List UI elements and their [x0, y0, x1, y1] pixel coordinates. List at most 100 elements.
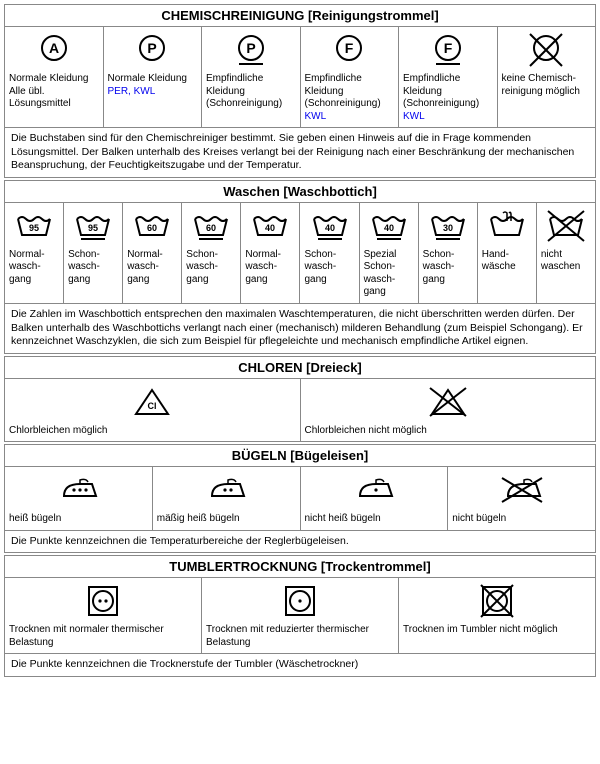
chlor-cell: Cl Chlorbleichen möglich: [5, 379, 301, 442]
section-title: CHEMISCHREINIGUNG [Reinigungstrommel]: [5, 5, 595, 27]
section-title: Waschen [Waschbottich]: [5, 181, 595, 203]
svg-text:95: 95: [29, 223, 39, 233]
wash-cell: 40 Spezial Schon-wasch-gang: [360, 203, 419, 303]
iron-label: nicht bügeln: [452, 513, 591, 526]
iron-cell: nicht bügeln: [448, 467, 595, 530]
chem-row: A Normale KleidungAlle übl. Lösungsmittel…: [5, 27, 595, 128]
iron-label: nicht heiß bügeln: [305, 513, 444, 526]
wash-label: Normal-wasch-gang: [245, 249, 295, 287]
wash-label: Normal-wasch-gang: [127, 249, 177, 287]
chem-cell: P Normale KleidungPER, KWL: [104, 27, 203, 127]
svg-text:95: 95: [88, 223, 98, 233]
chem-label: Empfindliche Kleidung(Schonreinigung): [206, 73, 296, 111]
triangle-icon: Cl: [132, 383, 172, 421]
wash-label: Schon-wasch-gang: [423, 249, 473, 287]
chem-label: Normale KleidungPER, KWL: [108, 73, 198, 98]
chlor-label: Chlorbleichen möglich: [9, 425, 296, 438]
section-tumble: TUMBLERTROCKNUNG [Trockentrommel] Trockn…: [4, 555, 596, 677]
wash-cell: 40 Normal-wasch-gang: [241, 203, 300, 303]
tumble-note: Die Punkte kennzeichnen die Trocknerstuf…: [5, 654, 595, 676]
chem-label: Normale KleidungAlle übl. Lösungsmittel: [9, 73, 99, 111]
chem-cell: P Empfindliche Kleidung(Schonreinigung): [202, 27, 301, 127]
chem-cell: FEmpfindliche Kleidung(Schonreinigung)KW…: [301, 27, 400, 127]
wash-cell: nicht waschen: [537, 203, 595, 303]
iron-label: heiß bügeln: [9, 513, 148, 526]
tumble-cell: Trocknen mit reduzierter thermischer Bel…: [202, 578, 399, 653]
wash-label: Schon-wasch-gang: [304, 249, 354, 287]
wash-icon: [546, 207, 586, 245]
wash-cell: 95Schon-wasch-gang: [64, 203, 123, 303]
wash-note: Die Zahlen im Waschbottich entsprechen d…: [5, 304, 595, 353]
iron-icon: [352, 471, 396, 509]
tumble-icon: [282, 582, 318, 620]
chem-cell: keine Chemisch-reinigung möglich: [498, 27, 596, 127]
chem-note: Die Buchstaben sind für den Chemischrein…: [5, 128, 595, 177]
wash-icon: 95: [73, 207, 113, 245]
section-iron: BÜGELN [Bügeleisen] heiß bügeln mäßig hei…: [4, 444, 596, 553]
wash-row: 95Normal-wasch-gang95Schon-wasch-gang60N…: [5, 203, 595, 304]
iron-label: mäßig heiß bügeln: [157, 513, 296, 526]
svg-text:30: 30: [443, 223, 453, 233]
chem-icon: A: [36, 31, 72, 69]
tumble-icon: [85, 582, 121, 620]
section-chem: CHEMISCHREINIGUNG [Reinigungstrommel] A N…: [4, 4, 596, 178]
wash-cell: 95 Normal-wasch-gang: [5, 203, 64, 303]
svg-text:P: P: [148, 40, 157, 56]
triangle-icon: [428, 383, 468, 421]
iron-icon: [500, 471, 544, 509]
svg-text:P: P: [246, 40, 255, 56]
wash-cell: 30 Schon-wasch-gang: [419, 203, 478, 303]
iron-icon: [204, 471, 248, 509]
iron-icon: [56, 471, 100, 509]
wash-icon: 30: [428, 207, 468, 245]
wash-icon: 60: [132, 207, 172, 245]
iron-row: heiß bügeln mäßig heiß bügeln nicht heiß b…: [5, 467, 595, 531]
chem-cell: F Empfindliche Kleidung(Schonreinigung)KW…: [399, 27, 498, 127]
svg-text:A: A: [49, 40, 59, 56]
wash-label: nicht waschen: [541, 249, 591, 274]
wash-cell: 60 Normal-wasch-gang: [123, 203, 182, 303]
svg-text:40: 40: [265, 223, 275, 233]
wash-label: Schon-wasch-gang: [186, 249, 236, 287]
tumble-label: Trocknen im Tumbler nicht möglich: [403, 624, 591, 637]
wash-label: Spezial Schon-wasch-gang: [364, 249, 414, 299]
section-title: BÜGELN [Bügeleisen]: [5, 445, 595, 467]
section-chlor: CHLOREN [Dreieck] Cl Chlorbleichen mögli…: [4, 356, 596, 443]
wash-label: Normal-wasch-gang: [9, 249, 59, 287]
tumble-cell: Trocknen mit normaler thermischer Belast…: [5, 578, 202, 653]
section-title: TUMBLERTROCKNUNG [Trockentrommel]: [5, 556, 595, 578]
chem-icon: [528, 31, 564, 69]
wash-icon: 40: [310, 207, 350, 245]
wash-icon: 60: [191, 207, 231, 245]
wash-icon: [487, 207, 527, 245]
wash-icon: 40: [369, 207, 409, 245]
iron-note: Die Punkte kennzeichnen die Temperaturbe…: [5, 531, 595, 553]
svg-text:F: F: [443, 40, 452, 56]
iron-cell: mäßig heiß bügeln: [153, 467, 301, 530]
section-title: CHLOREN [Dreieck]: [5, 357, 595, 379]
chlor-row: Cl Chlorbleichen möglich Chlorbleichen n…: [5, 379, 595, 442]
wash-icon: 40: [250, 207, 290, 245]
section-wash: Waschen [Waschbottich] 95 Normal-wasch-ga…: [4, 180, 596, 354]
chem-label: keine Chemisch-reinigung möglich: [502, 73, 592, 98]
wash-cell: Hand-wäsche: [478, 203, 537, 303]
chem-icon: P: [233, 31, 269, 69]
svg-text:40: 40: [384, 223, 394, 233]
chem-icon: F: [331, 31, 367, 69]
wash-label: Hand-wäsche: [482, 249, 532, 274]
chem-label: Empfindliche Kleidung(Schonreinigung)KWL: [403, 73, 493, 123]
tumble-cell: Trocknen im Tumbler nicht möglich: [399, 578, 595, 653]
svg-text:60: 60: [147, 223, 157, 233]
chlor-cell: Chlorbleichen nicht möglich: [301, 379, 596, 442]
svg-text:F: F: [345, 40, 354, 56]
chem-icon: F: [430, 31, 466, 69]
wash-icon: 95: [14, 207, 54, 245]
tumble-icon: [479, 582, 515, 620]
chlor-label: Chlorbleichen nicht möglich: [305, 425, 592, 438]
wash-cell: 40 Schon-wasch-gang: [300, 203, 359, 303]
svg-text:40: 40: [325, 223, 335, 233]
tumble-label: Trocknen mit normaler thermischer Belast…: [9, 624, 197, 649]
svg-text:Cl: Cl: [148, 401, 157, 411]
tumble-label: Trocknen mit reduzierter thermischer Bel…: [206, 624, 394, 649]
wash-cell: 60 Schon-wasch-gang: [182, 203, 241, 303]
